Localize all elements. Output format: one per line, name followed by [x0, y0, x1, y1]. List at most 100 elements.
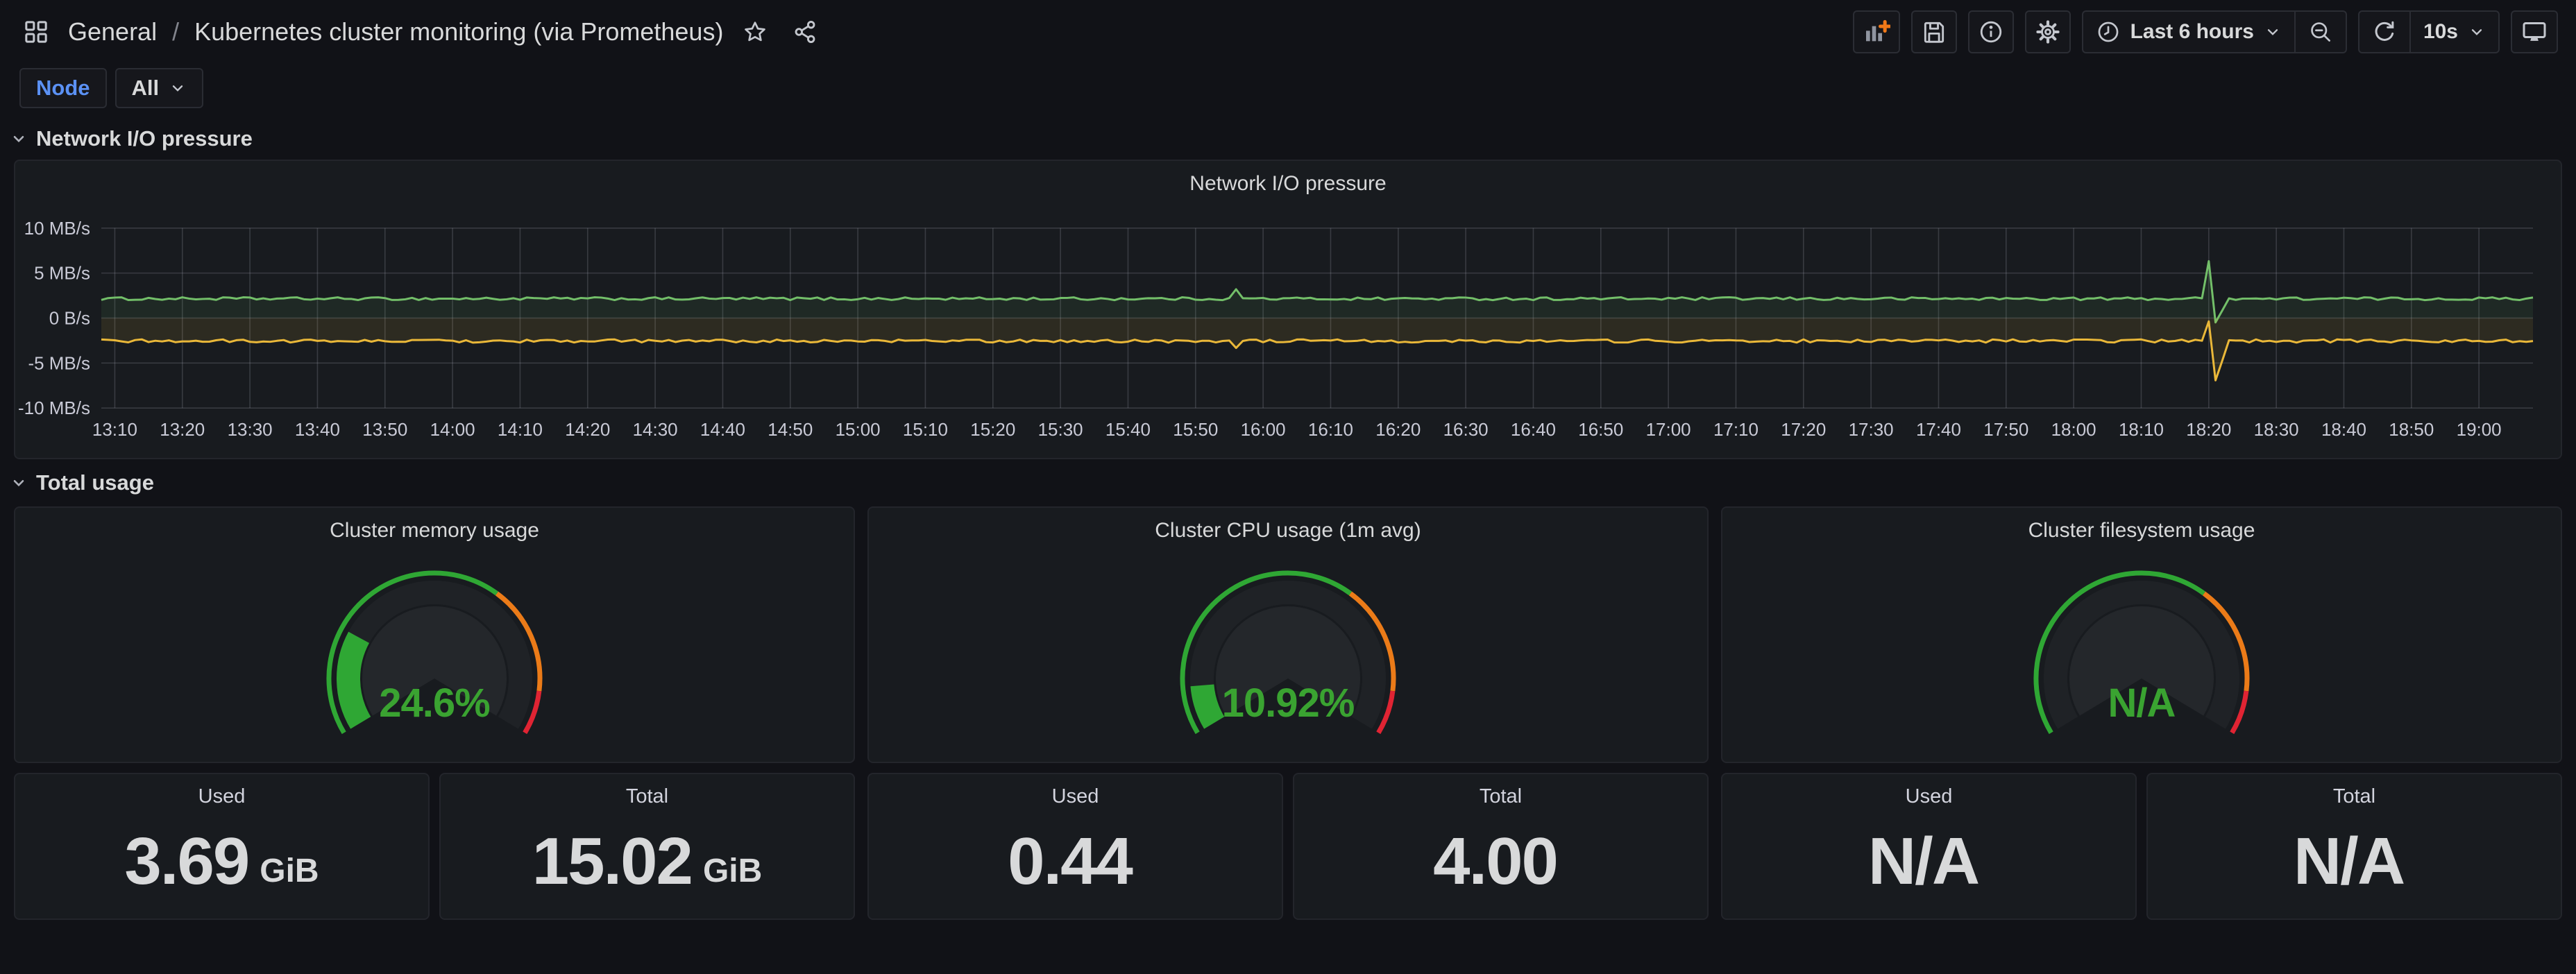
variable-node-select[interactable]: All [115, 68, 204, 108]
svg-text:17:40: 17:40 [1916, 419, 1961, 440]
gauge-face [1216, 606, 1360, 716]
svg-text:17:00: 17:00 [1646, 419, 1691, 440]
svg-text:16:20: 16:20 [1375, 419, 1421, 440]
filesystem-used-panel: Used N/A [1721, 773, 2137, 920]
stat-unit: GiB [260, 853, 319, 889]
cpu-total-panel: Total 4.00 [1293, 773, 1709, 920]
stat-value: N/A [2293, 824, 2405, 898]
stat-value: 4.00 [1433, 824, 1559, 898]
svg-text:14:00: 14:00 [430, 419, 475, 440]
refresh-button[interactable] [2359, 12, 2409, 52]
svg-text:16:40: 16:40 [1511, 419, 1556, 440]
favorite-star-icon[interactable] [737, 14, 773, 50]
refresh-interval-picker[interactable]: 10s [2409, 12, 2498, 52]
stat-row: Used 3.69 GiB Total 15.02 GiB Used 0.44 … [14, 773, 2562, 920]
filesystem-stats-pair: Used N/A Total N/A [1721, 773, 2562, 920]
svg-text:13:50: 13:50 [362, 419, 407, 440]
add-panel-button[interactable] [1852, 10, 1900, 53]
stat-value: 0.44 [1008, 824, 1133, 898]
svg-text:18:40: 18:40 [2321, 419, 2366, 440]
top-nav: General / Kubernetes cluster monitoring … [0, 0, 2576, 64]
panel-title[interactable]: Total [2332, 785, 2376, 808]
panel-title[interactable]: Used [198, 785, 246, 808]
gauge-row: Cluster memory usage 24.6% Cluster CPU u… [14, 506, 2562, 763]
svg-text:14:10: 14:10 [498, 419, 543, 440]
variable-node-value: All [131, 76, 160, 100]
time-picker-group: Last 6 hours [2081, 10, 2347, 53]
section-total-usage[interactable]: Total usage [0, 459, 2576, 504]
memory-total-panel: Total 15.02 GiB [439, 773, 855, 920]
chevron-down-icon [13, 479, 24, 487]
svg-text:13:40: 13:40 [295, 419, 340, 440]
memory-used-panel: Used 3.69 GiB [14, 773, 430, 920]
panel-title[interactable]: Used [1051, 785, 1099, 808]
panel-title[interactable]: Used [1905, 785, 1953, 808]
chevron-down-icon [2471, 29, 2482, 35]
template-variables-row: Node All [0, 64, 2576, 115]
breadcrumb-section[interactable]: General [68, 17, 158, 46]
cluster-cpu-usage-panel: Cluster CPU usage (1m avg) 10.92% [867, 506, 1709, 763]
stat-unit: GiB [702, 853, 763, 889]
series-line-1 [101, 320, 2534, 382]
panel-title[interactable]: Cluster filesystem usage [2028, 519, 2255, 542]
svg-text:14:50: 14:50 [768, 419, 813, 440]
svg-text:16:10: 16:10 [1308, 419, 1353, 440]
svg-text:16:50: 16:50 [1578, 419, 1623, 440]
svg-text:17:50: 17:50 [1983, 419, 2028, 440]
panel-title[interactable]: Total [1479, 785, 1523, 808]
dashboard-info-button[interactable] [1967, 10, 2014, 53]
panel-title[interactable]: Total [625, 785, 669, 808]
panel-title[interactable]: Network I/O pressure [1189, 172, 1387, 195]
grid-lines [101, 227, 2534, 409]
time-range-picker[interactable]: Last 6 hours [2083, 12, 2294, 52]
svg-text:14:20: 14:20 [565, 419, 610, 440]
network-io-pressure-panel: Network I/O pressure 10 MB/s 5 MB/s 0 B/s -… [14, 160, 2562, 459]
save-dashboard-button[interactable] [1910, 10, 1957, 53]
svg-text:5 MB/s: 5 MB/s [34, 263, 90, 284]
cycle-view-mode-button[interactable] [2511, 10, 2558, 53]
svg-text:15:30: 15:30 [1038, 419, 1083, 440]
gauge-face [362, 606, 507, 716]
memory-stats-pair: Used 3.69 GiB Total 15.02 GiB [14, 773, 855, 920]
series-fill-0 [101, 261, 2534, 323]
svg-text:18:00: 18:00 [2051, 419, 2096, 440]
svg-text:15:20: 15:20 [970, 419, 1015, 440]
dashboards-grid-icon[interactable] [18, 14, 54, 50]
time-range-label: Last 6 hours [2130, 20, 2254, 43]
svg-text:18:30: 18:30 [2254, 419, 2299, 440]
panel-title[interactable]: Cluster memory usage [330, 519, 539, 542]
svg-text:16:30: 16:30 [1443, 419, 1489, 440]
svg-text:17:10: 17:10 [1713, 419, 1759, 440]
refresh-interval-label: 10s [2423, 20, 2458, 43]
section-network-io-pressure[interactable]: Network I/O pressure [0, 115, 2576, 160]
panel-title[interactable]: Cluster CPU usage (1m avg) [1155, 519, 1421, 542]
zoom-out-time-button[interactable] [2294, 12, 2346, 52]
cluster-filesystem-usage-panel: Cluster filesystem usage N/A [1721, 506, 2562, 763]
dashboard-title: Kubernetes cluster monitoring (via Prome… [194, 17, 724, 46]
svg-text:17:20: 17:20 [1781, 419, 1826, 440]
svg-text:14:40: 14:40 [700, 419, 745, 440]
svg-text:-10 MB/s: -10 MB/s [18, 398, 90, 418]
section-title: Total usage [36, 470, 154, 495]
svg-text:14:30: 14:30 [633, 419, 678, 440]
network-chart-svg[interactable]: 10 MB/s 5 MB/s 0 B/s -5 MB/s -10 MB/s13:10 13… [15, 161, 2561, 458]
svg-text:15:50: 15:50 [1173, 419, 1218, 440]
svg-text:16:00: 16:00 [1241, 419, 1286, 440]
chevron-down-icon [2267, 29, 2278, 35]
gauge-face [2069, 606, 2214, 716]
gauge-value: 24.6% [379, 681, 490, 726]
chart-series [101, 259, 2534, 382]
dashboard-toolbar: Last 6 hours 10s [1852, 10, 2558, 53]
filesystem-gauge [2033, 570, 2250, 735]
svg-text:-5 MB/s: -5 MB/s [28, 352, 90, 373]
stat-value: N/A [1867, 824, 1980, 898]
dashboard-settings-button[interactable] [2024, 10, 2071, 53]
cluster-memory-usage-panel: Cluster memory usage 24.6% [14, 506, 855, 763]
cpu-stats-pair: Used 0.44 Total 4.00 [867, 773, 1709, 920]
share-icon[interactable] [787, 14, 823, 50]
svg-text:13:20: 13:20 [160, 419, 205, 440]
svg-text:15:40: 15:40 [1105, 419, 1151, 440]
refresh-group: 10s [2357, 10, 2500, 53]
chevron-down-icon [172, 85, 183, 92]
svg-text:10 MB/s: 10 MB/s [24, 218, 90, 239]
